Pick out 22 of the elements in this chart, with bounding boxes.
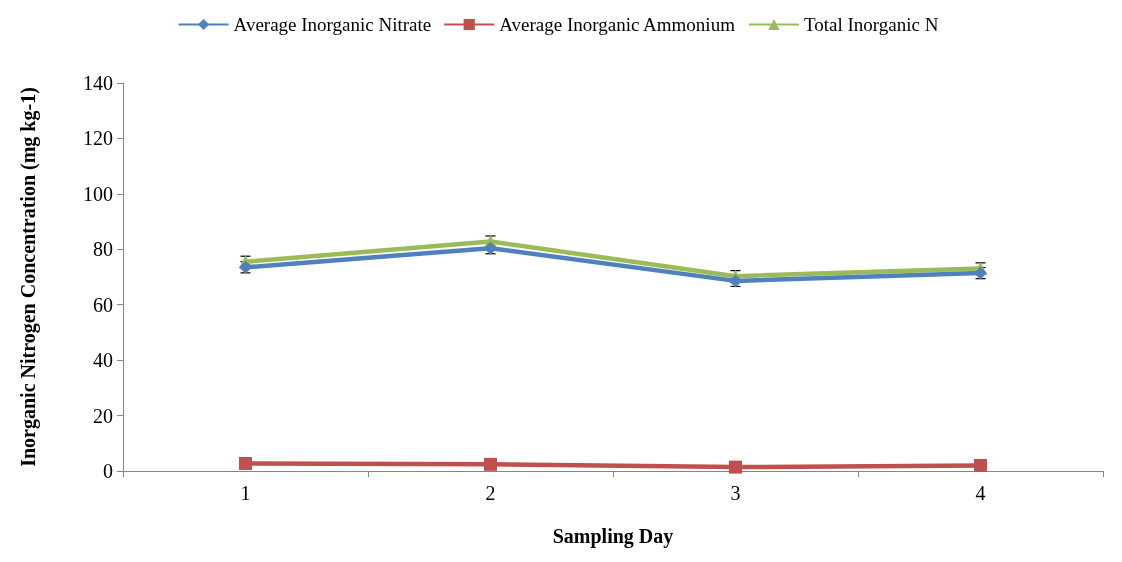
y-tick-label: 120 (83, 127, 113, 150)
y-tick-label: 140 (83, 72, 113, 94)
point (484, 241, 497, 255)
x-tick-label: 1 (240, 482, 251, 504)
x-tick-label: 3 (730, 482, 741, 504)
x-tick-label: 4 (975, 482, 986, 504)
point (974, 458, 987, 472)
y-tick-label: 80 (93, 238, 113, 261)
legend-label: Total Inorganic N (803, 14, 939, 35)
y-tick-label: 0 (103, 460, 113, 482)
y-tick-label: 100 (83, 182, 113, 205)
x-axis-title: Sampling Day (552, 525, 674, 548)
legend-label: Average Inorganic Nitrate (233, 14, 432, 35)
point (729, 460, 742, 474)
legend-label: Average Inorganic Ammonium (499, 14, 736, 35)
point (239, 457, 252, 471)
point (484, 457, 497, 471)
y-tick-label: 40 (93, 349, 113, 372)
x-tick-label: 2 (485, 482, 496, 504)
y-tick-label: 60 (93, 293, 113, 316)
y-tick-label: 20 (93, 404, 113, 427)
y-axis-title: Inorganic Nitrogen Concentration (mg kg-1) (17, 87, 40, 467)
